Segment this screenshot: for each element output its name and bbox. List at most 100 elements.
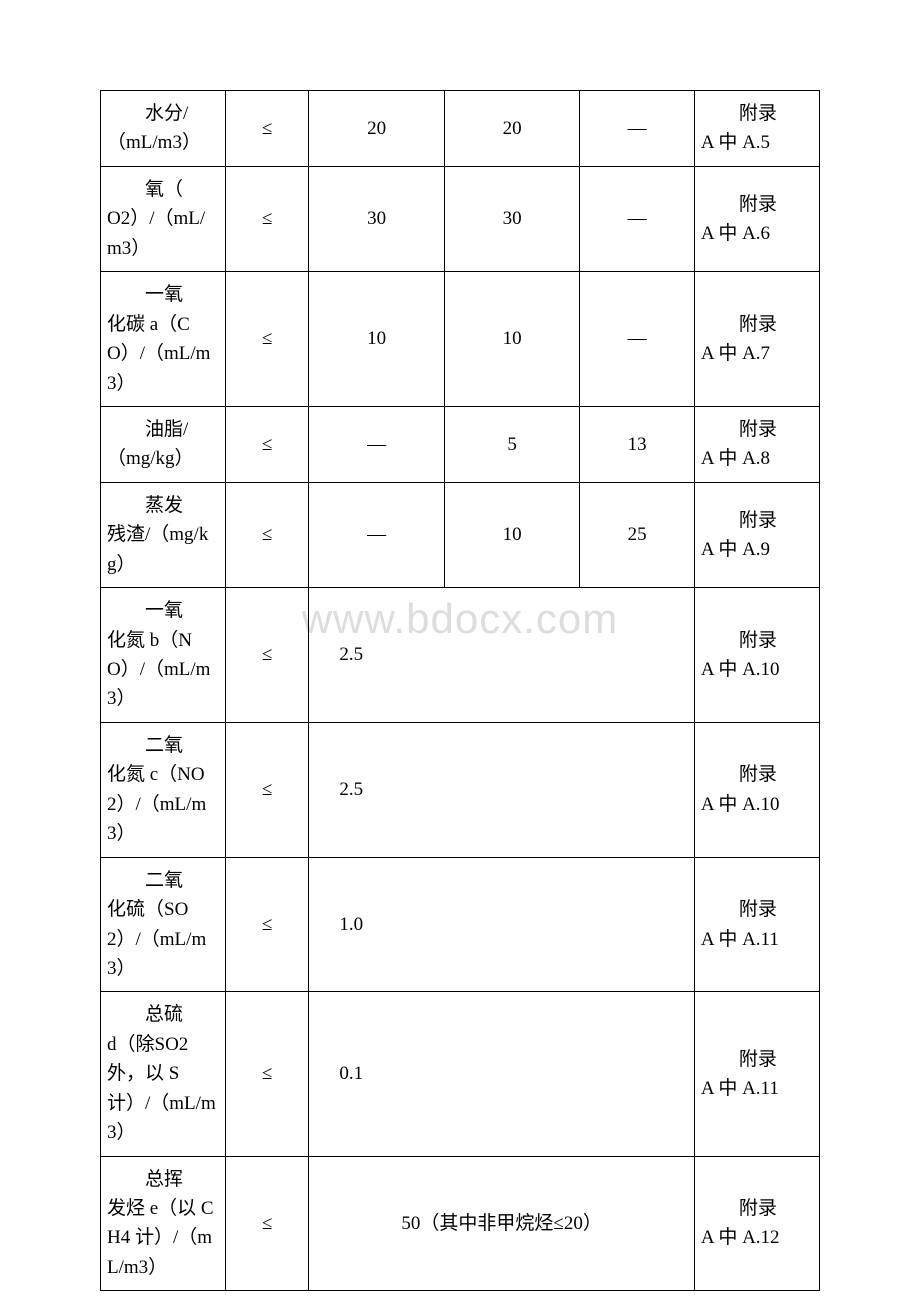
table-row: 蒸发残渣/（mg/kg）≤—1025 附录 A 中 A.9 [101, 482, 820, 587]
param-text-rest: 化硫（SO2）/（mL/m3） [107, 895, 219, 983]
operator-cell: ≤ [226, 1156, 309, 1291]
value-cell: 13 [580, 406, 695, 482]
reference-cell: 附录 A 中 A.9 [694, 482, 819, 587]
reference-text: 附录 [739, 764, 777, 785]
operator-cell: ≤ [226, 482, 309, 587]
operator-cell: ≤ [226, 406, 309, 482]
value-cell: — [580, 91, 695, 167]
table-row: 总挥发烃 e（以 CH4 计）/（mL/m3）≤50（其中非甲烷烃≤20） 附录 A… [101, 1156, 820, 1291]
value-cell: 25 [580, 482, 695, 587]
reference-text: 附录 [739, 194, 777, 215]
reference-text: 附录 [739, 630, 777, 651]
value-merged-cell: 1.0 [309, 857, 695, 992]
param-text-rest: （mL/m3） [107, 128, 219, 157]
value-cell: 20 [309, 91, 444, 167]
param-text-rest: O2）/（mL/m3） [107, 204, 219, 263]
reference-cell: 附录 A 中 A.10 [694, 722, 819, 857]
value-cell: 20 [444, 91, 579, 167]
reference-text-rest: A 中 A.8 [701, 444, 813, 473]
param-text: 总硫 [145, 1004, 183, 1025]
value-cell: — [580, 166, 695, 271]
value-merged-cell: 2.5 [309, 588, 695, 723]
reference-cell: 附录 A 中 A.7 [694, 272, 819, 407]
operator-cell: ≤ [226, 91, 309, 167]
reference-text-rest: A 中 A.11 [701, 925, 813, 954]
table-row: 一氧化氮 b（NO）/（mL/m3）≤2.5 附录 A 中 A.10 [101, 588, 820, 723]
reference-text-rest: A 中 A.12 [701, 1223, 813, 1252]
table-row: 油脂/ （mg/kg）≤—513 附录 A 中 A.8 [101, 406, 820, 482]
operator-cell: ≤ [226, 857, 309, 992]
param-cell: 水分/ （mL/m3） [101, 91, 226, 167]
reference-text: 附录 [739, 419, 777, 440]
value-merged-cell: 0.1 [309, 992, 695, 1156]
reference-text: 附录 [739, 103, 777, 124]
value-merged-cell: 2.5 [309, 722, 695, 857]
reference-text-rest: A 中 A.9 [701, 535, 813, 564]
reference-cell: 附录 A 中 A.5 [694, 91, 819, 167]
reference-text: 附录 [739, 510, 777, 531]
value-cell: 5 [444, 406, 579, 482]
value-cell: 10 [444, 272, 579, 407]
value-cell: — [309, 482, 444, 587]
param-text-rest: 化碳 a（CO）/（mL/m3） [107, 310, 219, 398]
value-cell: 10 [309, 272, 444, 407]
param-cell: 一氧化氮 b（NO）/（mL/m3） [101, 588, 226, 723]
param-text: 蒸发 [145, 495, 183, 516]
reference-cell: 附录 A 中 A.12 [694, 1156, 819, 1291]
param-text: 水分/ [145, 103, 188, 124]
reference-cell: 附录 A 中 A.11 [694, 992, 819, 1156]
param-text-rest: d（除SO2 外，以 S 计）/（mL/m3） [107, 1030, 219, 1148]
operator-cell: ≤ [226, 992, 309, 1156]
table-row: 水分/（mL/m3）≤2020—附录A 中 A.5 [101, 91, 820, 167]
value-cell: 30 [309, 166, 444, 271]
reference-text: 附录 [739, 314, 777, 335]
param-cell: 氧（ O2）/（mL/m3） [101, 166, 226, 271]
param-text: 总挥 [145, 1169, 183, 1190]
operator-cell: ≤ [226, 272, 309, 407]
reference-cell: 附录 A 中 A.11 [694, 857, 819, 992]
table-row: 二氧化氮 c（NO2）/（mL/m3）≤2.5 附录 A 中 A.10 [101, 722, 820, 857]
reference-text-rest: A 中 A.11 [701, 1074, 813, 1103]
reference-text-rest: A 中 A.5 [701, 128, 813, 157]
operator-cell: ≤ [226, 722, 309, 857]
reference-text-rest: A 中 A.7 [701, 339, 813, 368]
value-cell: — [309, 406, 444, 482]
reference-text-rest: A 中 A.10 [701, 790, 813, 819]
param-text: 一氧 [145, 284, 183, 305]
param-cell: 二氧化氮 c（NO2）/（mL/m3） [101, 722, 226, 857]
reference-text: 附录 [739, 1198, 777, 1219]
value-merged-cell: 50（其中非甲烷烃≤20） [309, 1156, 695, 1291]
reference-text: 附录 [739, 1049, 777, 1070]
value-cell: 30 [444, 166, 579, 271]
operator-cell: ≤ [226, 588, 309, 723]
value-cell: 10 [444, 482, 579, 587]
table-row: 总硫 d（除SO2 外，以 S 计）/（mL/m3）≤0.1 附录 A 中 A.11 [101, 992, 820, 1156]
param-text: 氧（ [145, 179, 183, 200]
param-cell: 二氧化硫（SO2）/（mL/m3） [101, 857, 226, 992]
param-cell: 总硫 d（除SO2 外，以 S 计）/（mL/m3） [101, 992, 226, 1156]
value-cell: — [580, 272, 695, 407]
operator-cell: ≤ [226, 166, 309, 271]
param-cell: 总挥发烃 e（以 CH4 计）/（mL/m3） [101, 1156, 226, 1291]
param-text: 二氧 [145, 870, 183, 891]
reference-text-rest: A 中 A.6 [701, 219, 813, 248]
param-cell: 一氧化碳 a（CO）/（mL/m3） [101, 272, 226, 407]
param-text-rest: 发烃 e（以 CH4 计）/（mL/m3） [107, 1194, 219, 1282]
param-text-rest: 化氮 c（NO2）/（mL/m3） [107, 760, 219, 848]
table-row: 二氧化硫（SO2）/（mL/m3）≤1.0 附录 A 中 A.11 [101, 857, 820, 992]
reference-cell: 附录 A 中 A.10 [694, 588, 819, 723]
param-text: 一氧 [145, 600, 183, 621]
spec-table: 水分/（mL/m3）≤2020—附录A 中 A.5氧（O2）/（mL/m3）≤3… [100, 90, 820, 1291]
table-row: 氧（O2）/（mL/m3）≤3030—附录A 中 A.6 [101, 166, 820, 271]
reference-cell: 附录 A 中 A.8 [694, 406, 819, 482]
reference-text: 附录 [739, 899, 777, 920]
param-cell: 油脂/ （mg/kg） [101, 406, 226, 482]
param-text-rest: 化氮 b（NO）/（mL/m3） [107, 626, 219, 714]
param-text-rest: 残渣/（mg/kg） [107, 520, 219, 579]
param-cell: 蒸发残渣/（mg/kg） [101, 482, 226, 587]
reference-text-rest: A 中 A.10 [701, 655, 813, 684]
reference-cell: 附录 A 中 A.6 [694, 166, 819, 271]
param-text: 二氧 [145, 735, 183, 756]
param-text-rest: （mg/kg） [107, 444, 219, 473]
param-text: 油脂/ [145, 419, 188, 440]
